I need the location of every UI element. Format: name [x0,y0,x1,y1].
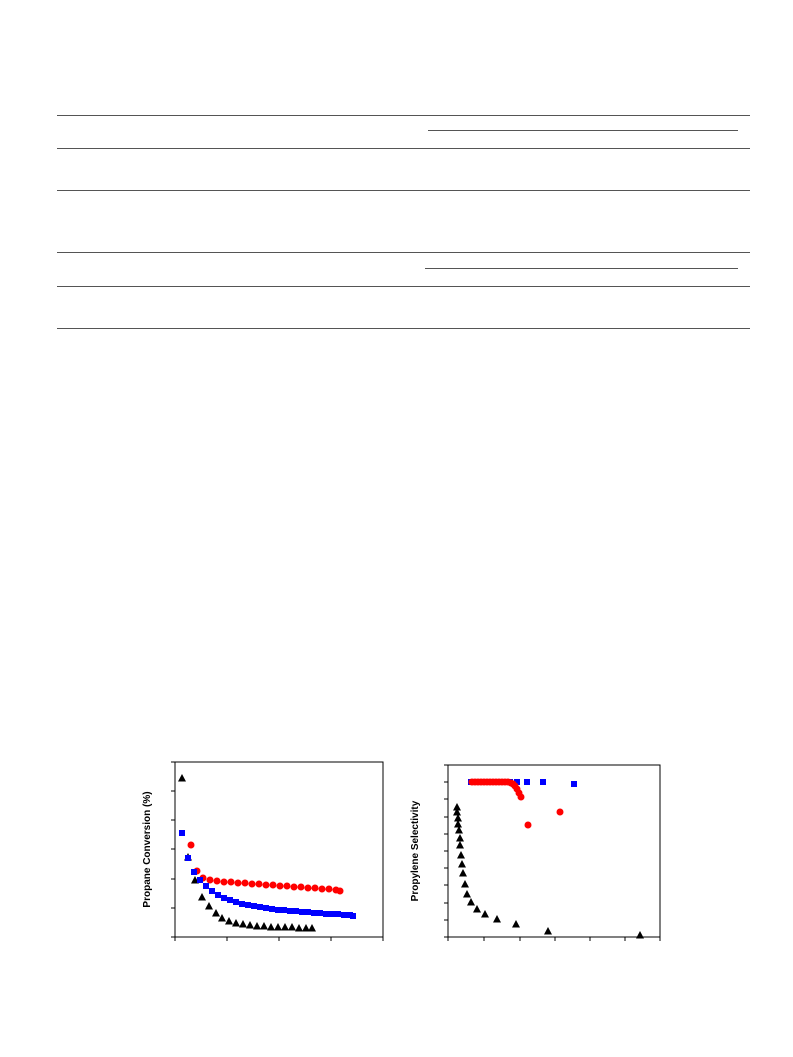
point [304,884,312,892]
point [295,924,303,932]
point [263,905,269,911]
table-rules [57,115,750,329]
point [233,899,239,905]
point [248,880,256,888]
point [245,902,251,908]
point [524,821,532,829]
point [325,885,333,893]
point [299,909,305,915]
point [281,907,287,913]
point [255,880,263,888]
y-axis-label: Propylene Selectivity [410,800,421,901]
point [341,912,347,918]
point [317,910,323,916]
point [198,893,206,901]
point [457,851,465,859]
point [232,919,240,927]
point [239,920,247,928]
point [274,923,282,931]
point [239,901,245,907]
point [287,908,293,914]
point [260,922,268,930]
point [556,808,564,816]
point [297,883,305,891]
point [218,914,226,922]
point [269,906,275,912]
point [481,910,489,918]
point [517,793,525,801]
point [253,922,261,930]
point [241,879,249,887]
point [493,915,501,923]
point [544,927,552,935]
point [215,892,221,898]
point [335,911,341,917]
point [262,881,270,889]
point [323,911,329,917]
point [290,883,298,891]
point [269,881,277,889]
point [221,895,227,901]
point [540,779,546,785]
point [455,826,463,834]
point [227,897,233,903]
point [456,834,464,842]
point [459,869,467,877]
point [206,876,214,884]
point [212,909,220,917]
point [227,878,235,886]
point [512,920,520,928]
point [302,924,310,932]
point [318,885,326,893]
point [179,830,185,836]
point [197,877,203,883]
point [636,931,644,939]
point [453,808,461,816]
point [220,878,228,886]
point [203,883,209,889]
point [463,890,471,898]
point [454,820,462,828]
point [178,774,186,782]
point [305,909,311,915]
point [275,907,281,913]
point [251,903,257,909]
point [467,898,475,906]
point [276,882,284,890]
point [213,877,221,885]
point [524,779,530,785]
point [205,902,213,910]
point [453,803,461,811]
point [283,882,291,890]
point [514,779,520,785]
point [257,904,263,910]
point [308,924,316,932]
point [329,911,335,917]
chart: Propylene Selectivity [410,764,661,941]
point [288,923,296,931]
point [234,879,242,887]
point [225,917,233,925]
point [454,814,462,822]
point [336,887,344,895]
point [267,923,275,931]
point [185,855,191,861]
point [293,908,299,914]
point [571,781,577,787]
y-axis-label: Propane Conversion (%) [142,791,153,907]
point [456,841,464,849]
point [473,905,481,913]
point [281,923,289,931]
point [458,860,466,868]
point [311,884,319,892]
point [350,913,356,919]
point [461,880,469,888]
point [209,888,215,894]
point [311,910,317,916]
point [191,869,197,875]
point [246,921,254,929]
point [187,841,195,849]
chart: Propane Conversion (%) [142,761,384,941]
